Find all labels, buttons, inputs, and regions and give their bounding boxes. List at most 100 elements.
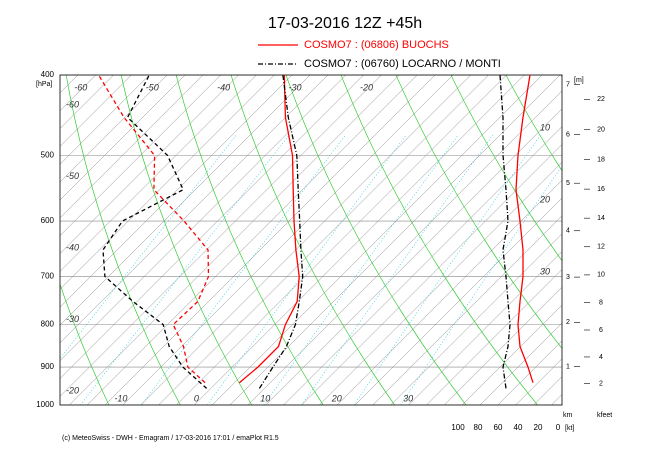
dewpoint-line [102, 74, 208, 389]
km-tick-label: 3 [566, 274, 570, 281]
isotherm [86, 75, 418, 405]
temperature-line [238, 74, 300, 384]
x-tick-label: 20 [331, 393, 342, 403]
km-tick-label: 2 [566, 319, 570, 326]
kfeet-tick-label: 10 [597, 272, 605, 279]
isotherm [211, 75, 543, 405]
dry-adiabat [0, 75, 38, 405]
isotherm [247, 90, 562, 405]
kfeet-tick-label: 14 [597, 215, 605, 222]
kfeet-tick-label: 4 [599, 354, 603, 361]
x-tick-label: -60 [74, 82, 87, 92]
x2-tick-label: 60 [494, 423, 503, 432]
mixing-ratio-line [400, 165, 562, 405]
x-tick-label: -30 [66, 314, 79, 324]
km-tick-label: 7 [566, 81, 570, 88]
x-tick-label: -60 [66, 100, 79, 110]
isotherm [408, 251, 562, 405]
y-axis-label: [hPa] [36, 81, 52, 88]
isotherm [60, 75, 311, 326]
wind-speed-line [515, 74, 534, 383]
isotherm [265, 108, 562, 405]
km-tick-label: 4 [566, 228, 570, 235]
dry-adiabat [65, 75, 181, 405]
isotherm [122, 75, 454, 405]
kfeet-tick-label: 18 [597, 157, 605, 164]
dry-adiabat [120, 75, 253, 405]
x2-tick-label: 40 [514, 423, 523, 432]
x-tick-label: -10 [114, 393, 127, 403]
isotherm [283, 126, 562, 405]
annotation: 10 [540, 122, 550, 132]
background-lines [0, 75, 650, 405]
kfeet-tick-label: 12 [597, 244, 605, 251]
isotherm [60, 75, 79, 94]
isotherm [60, 75, 382, 397]
kfeet-tick-label: 6 [599, 327, 603, 334]
x2-tick-label: 20 [534, 423, 543, 432]
wind-speed-line [499, 74, 511, 389]
isotherm [533, 376, 562, 405]
isotherm [60, 75, 96, 112]
y-tick-label: 1000 [36, 400, 54, 409]
x-tick-label: -20 [66, 385, 79, 395]
isotherm [60, 75, 168, 183]
legend-label: COSMO7 : (06760) LOCARNO / MONTI [304, 58, 501, 70]
isotherm [60, 75, 257, 272]
mixing-ratio-line [301, 134, 494, 405]
x-tick-label: -40 [217, 82, 230, 92]
isotherm [60, 75, 150, 165]
x-tick-label: -40 [66, 243, 79, 253]
dry-adiabat [395, 75, 562, 349]
kfeet-label: kfeet [597, 412, 612, 419]
isotherm [60, 75, 346, 362]
y-tick-label: 700 [41, 272, 55, 281]
isotherm [372, 215, 562, 405]
annotation: 30 [540, 266, 550, 276]
isotherm [60, 75, 114, 129]
y-tick-label: 800 [41, 320, 55, 329]
dry-adiabat [450, 75, 562, 262]
wind-label: [kt] [565, 425, 574, 432]
height-label: [m] [574, 77, 584, 84]
dry-adiabat [175, 75, 324, 405]
km-tick-label: 1 [566, 363, 570, 370]
dewpoint-line [98, 74, 210, 384]
isotherm [60, 75, 329, 344]
isotherm [158, 75, 489, 405]
isotherm [176, 75, 507, 405]
dry-adiabat [285, 75, 467, 405]
x-tick-label: -20 [360, 82, 373, 92]
kfeet-tick-label: 22 [597, 96, 605, 103]
x-tick-label: 30 [403, 393, 413, 403]
x2-tick-label: 100 [451, 423, 465, 432]
isotherm [104, 75, 436, 405]
kfeet-tick-label: 20 [597, 127, 605, 134]
isotherm [319, 161, 562, 405]
dry-adiabat [616, 75, 650, 405]
dry-adiabat [340, 75, 538, 405]
isotherm [60, 75, 275, 290]
isotherm [479, 322, 562, 405]
mixing-ratio-line [60, 134, 237, 360]
isotherm [60, 75, 186, 201]
km-tick-label: 5 [566, 180, 570, 187]
x-tick-label: 10 [260, 393, 270, 403]
plot-frame [59, 74, 563, 406]
mixing-ratio-line [141, 134, 346, 405]
x2-tick-label: 0 [556, 423, 561, 432]
dry-adiabat [60, 283, 110, 405]
isotherm [497, 340, 562, 405]
x-tick-label: -50 [66, 171, 79, 181]
isotherm [461, 304, 562, 405]
isotherm [390, 233, 562, 405]
x-tick-label: 0 [194, 393, 199, 403]
kfeet-tick-label: 2 [599, 380, 603, 387]
isotherm [60, 75, 132, 147]
dry-adiabat [230, 75, 395, 405]
isotherm [515, 358, 562, 405]
y-tick-label: 500 [41, 150, 55, 159]
chart-title: 17-03-2016 12Z +45h [268, 15, 422, 32]
dry-adiabat [505, 75, 562, 172]
isotherm [60, 75, 239, 254]
